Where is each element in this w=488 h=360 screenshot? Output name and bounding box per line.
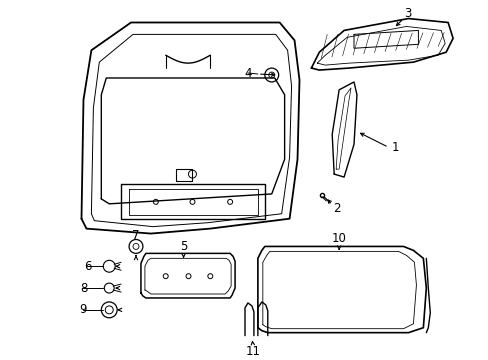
Text: 10: 10	[331, 232, 346, 245]
Text: 1: 1	[391, 141, 399, 154]
Text: 3: 3	[403, 7, 410, 20]
Polygon shape	[331, 82, 356, 177]
Polygon shape	[257, 247, 426, 333]
Text: 4: 4	[244, 67, 251, 80]
Polygon shape	[141, 253, 235, 298]
Text: 7: 7	[132, 229, 140, 242]
Text: 6: 6	[83, 260, 91, 273]
Text: 9: 9	[80, 303, 87, 316]
Text: 8: 8	[80, 282, 87, 294]
Text: 5: 5	[180, 240, 187, 253]
Polygon shape	[311, 18, 452, 70]
Text: 11: 11	[245, 345, 260, 358]
Text: 2: 2	[333, 202, 340, 215]
